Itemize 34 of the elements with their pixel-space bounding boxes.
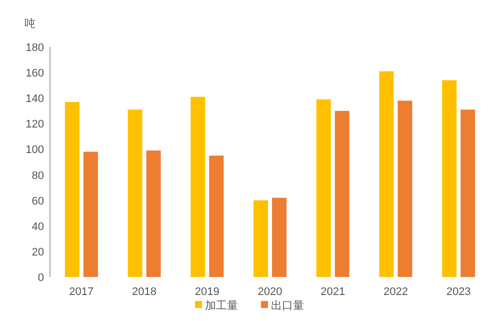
y-tick-label: 120 (26, 118, 44, 131)
bar (316, 99, 331, 277)
bar (209, 156, 224, 277)
y-tick-label: 180 (26, 42, 44, 54)
y-axis-title: 吨 (24, 17, 36, 30)
y-tick-label: 0 (38, 272, 44, 284)
x-tick-label: 2020 (258, 286, 282, 298)
bar (128, 110, 142, 277)
bar (460, 110, 476, 277)
bar (398, 100, 412, 277)
y-tick-label: 80 (32, 170, 44, 182)
x-tick-label: 2023 (446, 286, 471, 298)
bar (83, 152, 98, 277)
y-tick-label: 100 (26, 144, 44, 156)
bar (190, 96, 206, 277)
y-tick-label: 140 (26, 93, 44, 106)
bar (254, 200, 268, 277)
bar (64, 102, 80, 277)
legend-label: 加工量 (205, 299, 238, 312)
y-tick-label: 160 (26, 68, 44, 80)
bar (379, 71, 394, 277)
bar (334, 110, 350, 277)
x-tick-label: 2018 (132, 286, 157, 298)
y-tick-label: 40 (32, 220, 44, 233)
bar (272, 198, 286, 277)
x-tick-label: 2017 (69, 286, 94, 298)
x-tick-label: 2019 (194, 286, 220, 298)
bar (442, 80, 457, 277)
x-tick-label: 2022 (383, 286, 408, 298)
y-tick-label: 20 (32, 246, 44, 258)
bar (146, 150, 161, 277)
y-tick-label: 60 (32, 195, 44, 208)
x-tick-label: 2021 (320, 286, 346, 298)
legend-label: 出口量 (271, 299, 304, 312)
